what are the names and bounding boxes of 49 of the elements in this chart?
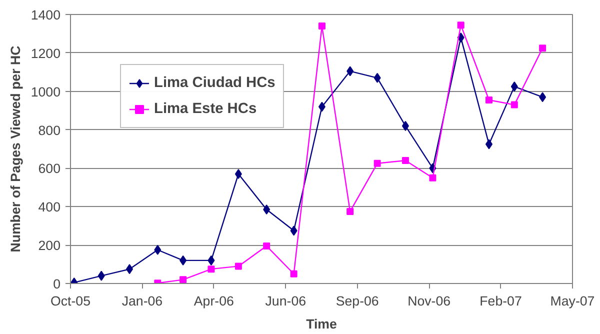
point: [290, 270, 298, 278]
point: [510, 101, 518, 108]
x-axis-title: Time: [306, 316, 337, 332]
point: [234, 262, 242, 270]
point: [374, 160, 381, 167]
y-tick-label: 1000: [30, 84, 61, 100]
legend-label: Lima Este HCs: [154, 101, 257, 117]
point: [180, 255, 187, 266]
point: [263, 242, 270, 250]
point: [126, 264, 134, 274]
point: [208, 266, 215, 273]
point: [485, 96, 492, 104]
y-axis-title: Number of Pages Viewed per HC: [8, 45, 23, 252]
point: [180, 276, 187, 284]
point: [290, 226, 298, 236]
x-tick-label: May-07: [550, 294, 595, 308]
point: [485, 139, 492, 150]
point: [234, 168, 242, 179]
y-tick-label: 800: [38, 122, 61, 138]
x-tick-label: Sep-06: [336, 294, 379, 308]
y-tick-label: 1400: [30, 8, 61, 22]
y-tick-label: 1200: [30, 46, 61, 61]
x-tick-label: Jun-06: [265, 294, 306, 308]
x-tick-label: Apr-06: [194, 294, 234, 308]
point: [457, 22, 464, 29]
point: [346, 208, 354, 215]
point: [346, 66, 354, 76]
point: [402, 120, 409, 131]
y-tick-label: 400: [38, 200, 61, 215]
point: [208, 255, 215, 266]
point: [318, 22, 326, 30]
point: [318, 102, 326, 112]
y-tick-label: 200: [38, 238, 61, 254]
x-tick-label: Nov-06: [408, 294, 451, 308]
point: [154, 244, 162, 255]
point: [510, 82, 518, 92]
point: [374, 72, 381, 83]
point: [429, 174, 436, 182]
point: [539, 44, 546, 52]
y-tick-label: 600: [38, 161, 61, 176]
point: [402, 157, 409, 164]
x-tick-label: Jan-06: [122, 294, 163, 308]
point: [263, 204, 270, 215]
y-tick-label: 0: [53, 276, 61, 292]
point: [98, 270, 105, 281]
x-tick-label: Oct-05: [50, 294, 90, 308]
x-tick-label: Feb-07: [480, 294, 522, 308]
legend-label: Lima Ciudad HCs: [154, 75, 276, 91]
point: [539, 92, 546, 102]
